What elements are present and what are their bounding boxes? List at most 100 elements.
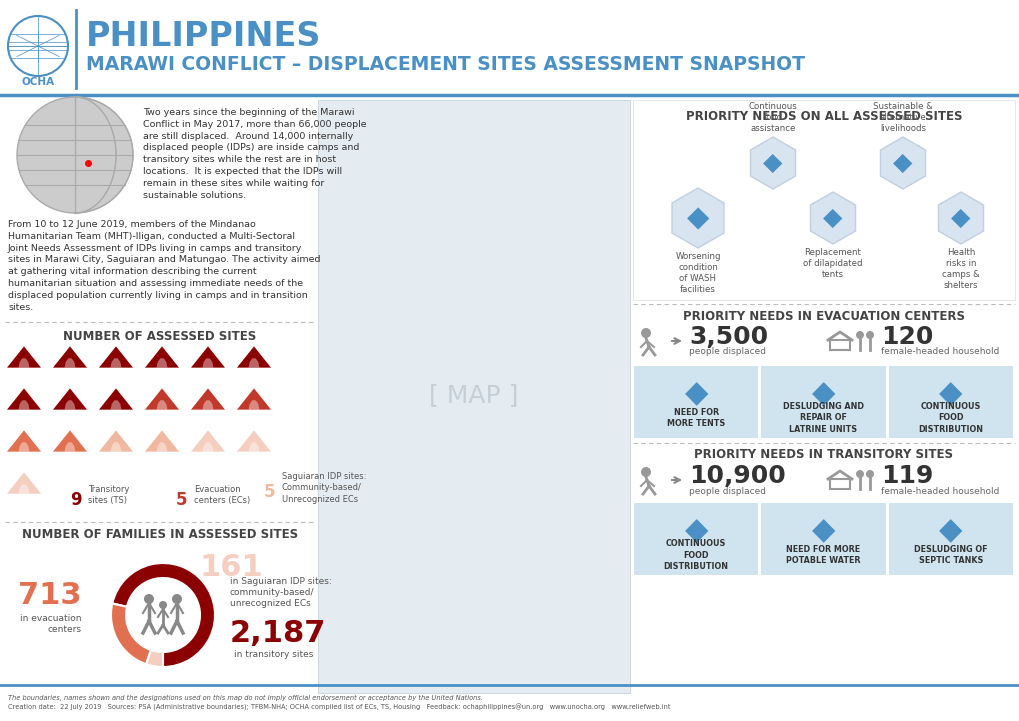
Text: Continuous
food
assistance: Continuous food assistance [748,102,797,133]
Text: MARAWI CONFLICT – DISPLACEMENT SITES ASSESSMENT SNAPSHOT: MARAWI CONFLICT – DISPLACEMENT SITES ASS… [86,56,804,74]
Circle shape [640,328,650,338]
Polygon shape [156,442,167,451]
Polygon shape [7,389,41,410]
Text: CONTINUOUS
FOOD
DISTRIBUTION: CONTINUOUS FOOD DISTRIBUTION [663,539,728,570]
Polygon shape [110,400,121,410]
Text: ◆: ◆ [938,379,962,409]
Polygon shape [249,358,259,368]
Text: The boundaries, names shown and the designations used on this map do not imply o: The boundaries, names shown and the desi… [8,695,483,701]
Circle shape [640,467,650,477]
FancyBboxPatch shape [634,366,757,438]
Text: NUMBER OF FAMILIES IN ASSESSED SITES: NUMBER OF FAMILIES IN ASSESSED SITES [22,528,298,541]
FancyBboxPatch shape [634,503,757,575]
Text: in transitory sites: in transitory sites [233,650,313,659]
Polygon shape [99,346,132,368]
Polygon shape [937,192,982,244]
Circle shape [865,470,873,478]
Text: 5: 5 [176,491,187,509]
Text: NUMBER OF ASSESSED SITES: NUMBER OF ASSESSED SITES [63,329,257,342]
Text: ◆: ◆ [686,204,708,232]
Circle shape [159,601,167,609]
Text: ◆: ◆ [762,151,782,175]
Text: PHILIPPINES: PHILIPPINES [86,19,321,53]
Text: Evacuation
centers (ECs): Evacuation centers (ECs) [194,485,250,505]
Text: From 10 to 12 June 2019, members of the Mindanao
Humanitarian Team (MHT)-Iligan,: From 10 to 12 June 2019, members of the … [8,220,320,311]
Text: Transitory
sites (TS): Transitory sites (TS) [88,485,129,505]
Text: Replacement
of dilapidated
tents: Replacement of dilapidated tents [803,248,862,279]
Polygon shape [7,430,41,451]
Polygon shape [64,358,75,368]
Text: ◆: ◆ [938,516,962,546]
Polygon shape [145,430,178,451]
Polygon shape [203,358,213,368]
Text: Two years since the beginning of the Marawi
Conflict in May 2017, more than 66,0: Two years since the beginning of the Mar… [143,108,366,200]
Text: [ MAP ]: [ MAP ] [429,383,519,407]
Text: 5: 5 [264,483,275,501]
Text: female-headed household: female-headed household [880,348,999,356]
Polygon shape [236,346,271,368]
Polygon shape [64,442,75,451]
Text: Health
risks in
camps &
shelters: Health risks in camps & shelters [942,248,979,291]
Polygon shape [191,389,225,410]
Text: ◆: ◆ [893,151,912,175]
Text: NEED FOR MORE
POTABLE WATER: NEED FOR MORE POTABLE WATER [786,545,860,565]
Polygon shape [110,442,121,451]
Polygon shape [18,485,30,494]
Wedge shape [111,603,151,664]
FancyBboxPatch shape [888,503,1012,575]
Text: 713: 713 [18,580,82,609]
Polygon shape [203,400,213,410]
Text: CONTINUOUS
FOOD
DISTRIBUTION: CONTINUOUS FOOD DISTRIBUTION [917,402,982,433]
Polygon shape [53,430,87,451]
Text: female-headed household: female-headed household [880,487,999,495]
Text: 🌐: 🌐 [29,32,47,61]
Polygon shape [99,430,132,451]
Text: people displaced: people displaced [688,487,765,495]
Circle shape [144,594,154,604]
Circle shape [865,331,873,339]
Polygon shape [18,400,30,410]
Polygon shape [236,389,271,410]
Wedge shape [146,650,163,667]
Polygon shape [203,442,213,451]
Text: OCHA: OCHA [21,77,54,87]
FancyBboxPatch shape [633,100,1014,300]
Polygon shape [145,389,178,410]
FancyBboxPatch shape [318,100,630,693]
Wedge shape [112,563,215,667]
Text: ◆: ◆ [684,516,707,546]
Polygon shape [249,442,259,451]
Polygon shape [64,400,75,410]
Text: ◆: ◆ [822,206,842,230]
FancyBboxPatch shape [760,503,884,575]
FancyBboxPatch shape [888,366,1012,438]
Text: NEED FOR
MORE TENTS: NEED FOR MORE TENTS [666,408,725,428]
Text: ◆: ◆ [951,206,970,230]
Text: 161: 161 [200,552,264,582]
Polygon shape [879,137,924,189]
Polygon shape [249,400,259,410]
Polygon shape [145,346,178,368]
Polygon shape [810,192,855,244]
Text: 2,187: 2,187 [229,619,326,648]
Text: PRIORITY NEEDS IN EVACUATION CENTERS: PRIORITY NEEDS IN EVACUATION CENTERS [683,309,964,322]
Text: Creation date:  22 July 2019   Sources: PSA (Administrative boundaries); TFBM-NH: Creation date: 22 July 2019 Sources: PSA… [8,704,669,711]
FancyBboxPatch shape [760,366,884,438]
Circle shape [172,594,181,604]
Text: PRIORITY NEEDS IN TRANSITORY SITES: PRIORITY NEEDS IN TRANSITORY SITES [694,448,953,461]
Text: 3,500: 3,500 [688,325,767,349]
Text: 120: 120 [880,325,932,349]
Polygon shape [672,188,723,248]
Text: Saguiaran IDP sites:
Community-based/
Unrecognized ECs: Saguiaran IDP sites: Community-based/ Un… [281,472,366,503]
Text: ◆: ◆ [684,379,707,409]
Polygon shape [7,346,41,368]
Text: 10,900: 10,900 [688,464,785,488]
Text: 9: 9 [70,491,82,509]
Text: in Saguiaran IDP sites:
community-based/
unrecognized ECs: in Saguiaran IDP sites: community-based/… [229,577,331,609]
Polygon shape [156,400,167,410]
Text: ◆: ◆ [811,516,835,546]
Polygon shape [7,472,41,494]
Text: PRIORITY NEEDS ON ALL ASSESSED SITES: PRIORITY NEEDS ON ALL ASSESSED SITES [685,110,961,123]
Polygon shape [99,389,132,410]
Polygon shape [191,430,225,451]
